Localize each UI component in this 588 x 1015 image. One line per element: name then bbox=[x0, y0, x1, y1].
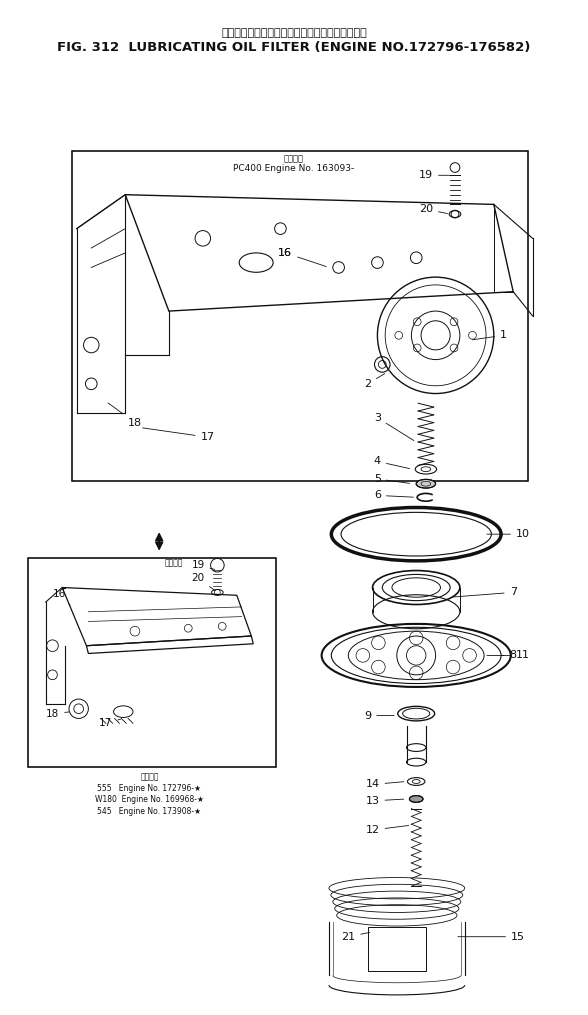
Text: 555   Engine No. 172796-★: 555 Engine No. 172796-★ bbox=[98, 784, 202, 793]
Text: 14: 14 bbox=[366, 780, 404, 790]
Text: 3: 3 bbox=[374, 413, 414, 441]
Text: W180  Engine No. 169968-★: W180 Engine No. 169968-★ bbox=[95, 796, 204, 805]
Text: 6: 6 bbox=[374, 490, 413, 500]
Text: 18: 18 bbox=[108, 403, 142, 427]
Text: 1: 1 bbox=[472, 330, 507, 340]
Text: 19: 19 bbox=[191, 560, 215, 570]
Text: 適用号機: 適用号機 bbox=[284, 154, 304, 163]
Text: 18: 18 bbox=[46, 708, 69, 719]
Text: 21: 21 bbox=[341, 932, 370, 942]
Ellipse shape bbox=[416, 479, 436, 488]
Text: 11: 11 bbox=[502, 651, 530, 661]
Text: 12: 12 bbox=[366, 825, 409, 835]
Text: 8: 8 bbox=[487, 651, 517, 661]
Text: 17: 17 bbox=[142, 428, 215, 443]
Text: PC400 Engine No. 163093-: PC400 Engine No. 163093- bbox=[233, 164, 355, 173]
Text: 16: 16 bbox=[278, 248, 326, 267]
Bar bbox=[72, 151, 528, 481]
Text: 17: 17 bbox=[99, 719, 121, 729]
Text: 20: 20 bbox=[419, 204, 447, 214]
Text: 16: 16 bbox=[278, 248, 292, 258]
Text: 適用号機: 適用号機 bbox=[165, 559, 183, 567]
Text: 5: 5 bbox=[374, 474, 410, 484]
Text: 16: 16 bbox=[53, 590, 70, 605]
Text: FIG. 312  LUBRICATING OIL FILTER (ENGINE NO.172796-176582): FIG. 312 LUBRICATING OIL FILTER (ENGINE … bbox=[57, 41, 531, 54]
Text: 9: 9 bbox=[364, 710, 394, 721]
Text: 7: 7 bbox=[453, 588, 517, 598]
Text: 2: 2 bbox=[364, 374, 385, 389]
Bar bbox=[28, 558, 276, 767]
Bar bbox=[368, 927, 426, 970]
Text: 10: 10 bbox=[487, 529, 530, 539]
Text: 13: 13 bbox=[366, 796, 404, 806]
Ellipse shape bbox=[409, 796, 423, 803]
Text: 19: 19 bbox=[419, 171, 450, 181]
Text: 適用号機: 適用号機 bbox=[140, 772, 159, 782]
Text: 4: 4 bbox=[374, 457, 410, 469]
Text: 15: 15 bbox=[458, 932, 525, 942]
Text: 20: 20 bbox=[192, 572, 215, 591]
Text: ルーブリケーティングオイルフィルタ　適用号機: ルーブリケーティングオイルフィルタ 適用号機 bbox=[221, 27, 367, 38]
Text: 545   Engine No. 173908-★: 545 Engine No. 173908-★ bbox=[98, 807, 202, 816]
